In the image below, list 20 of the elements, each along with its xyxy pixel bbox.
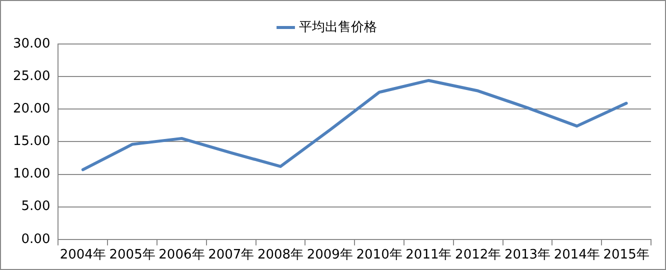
y-tick-label: 10.00 (13, 166, 50, 182)
x-tick-label: 2008年 (257, 248, 304, 263)
x-tick-label: 2009年 (306, 248, 353, 263)
x-tick-label: 2007年 (208, 248, 254, 263)
y-tick-label: 5.00 (21, 199, 50, 214)
x-tick-label: 2015年 (603, 248, 650, 263)
legend-label: 平均出售价格 (298, 20, 377, 35)
x-tick-label: 2010年 (356, 248, 402, 263)
x-tick-label: 2013年 (504, 248, 551, 263)
x-tick-label: 2011年 (406, 248, 452, 263)
y-tick-label: 15.00 (13, 134, 50, 150)
x-tick-label: 2004年 (60, 248, 106, 263)
x-tick-label: 2006年 (158, 248, 205, 263)
x-tick-label: 2005年 (109, 248, 156, 263)
y-tick-label: 25.00 (13, 68, 50, 84)
x-tick-label: 2012年 (455, 248, 502, 263)
y-tick-label: 30.00 (13, 36, 50, 52)
x-tick-label: 2014年 (554, 248, 600, 263)
y-tick-label: 0.00 (21, 232, 50, 247)
y-tick-label: 20.00 (13, 102, 50, 117)
